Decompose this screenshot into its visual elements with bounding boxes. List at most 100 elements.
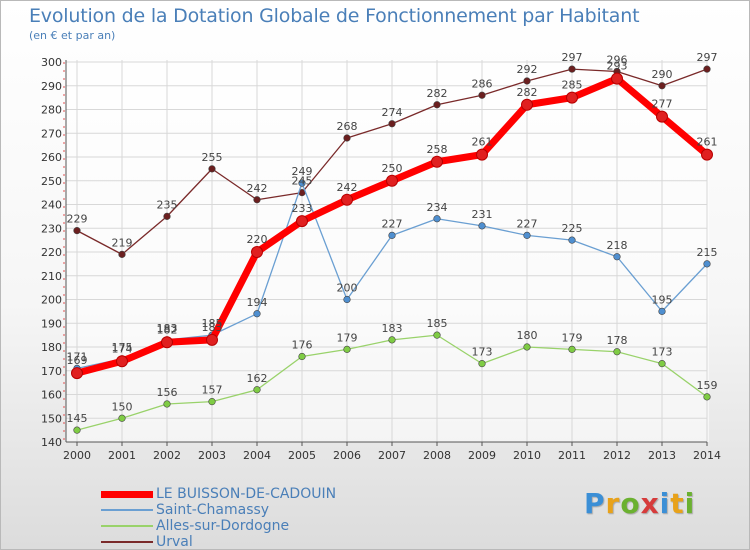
legend-label: Saint-Chamassy [156,502,270,518]
data-point [658,307,666,315]
axes: 140 150 160 170 180 190 200 210 220 230 240 250 260 2… [41,56,721,462]
data-label: 290 [652,68,673,81]
data-label: 282 [427,87,448,100]
data-label: 277 [652,98,673,111]
x-tick-label: 2009 [468,449,496,462]
data-label: 234 [427,201,448,214]
data-label: 185 [427,317,448,330]
data-label: 282 [517,86,538,99]
data-point [703,393,711,401]
legend-swatch [101,525,153,527]
data-label: 297 [562,51,583,64]
legend-label: LE BUISSON-DE-CADOUIN [156,486,337,502]
data-label: 145 [67,412,88,425]
x-tick-label: 2011 [558,449,586,462]
data-point [701,148,713,161]
legend-label: Urval [156,534,193,550]
data-point [433,215,441,223]
data-point [523,231,531,239]
data-point [478,360,486,368]
x-tick-label: 2012 [603,449,631,462]
data-label: 258 [427,143,448,156]
data-label: 229 [67,213,88,226]
y-tick-label: 260 [41,151,62,164]
data-label: 250 [382,162,403,175]
data-point [568,345,576,353]
data-label: 261 [697,136,718,149]
y-tick-label: 180 [41,341,62,354]
data-point [343,345,351,353]
data-point [613,348,621,356]
data-label: 293 [607,60,628,73]
chart-subtitle: (en € et par an) [29,29,116,42]
data-label: 227 [517,217,538,230]
data-point [253,310,261,318]
data-point [73,227,81,235]
data-point [386,174,398,187]
y-tick-label: 170 [41,365,62,378]
data-label: 286 [472,77,493,90]
y-tick-label: 200 [41,294,62,307]
data-label: 178 [607,334,628,347]
data-label: 185 [202,317,223,330]
chart-title: Evolution de la Dotation Globale de Fonc… [29,5,640,27]
data-point [433,331,441,339]
data-label: 292 [517,63,538,76]
data-point [566,91,578,104]
logo-letter: t [670,487,685,520]
data-point [523,343,531,351]
data-point [116,355,128,368]
data-label: 268 [337,120,358,133]
x-tick-label: 2013 [648,449,676,462]
x-tick-label: 2005 [288,449,316,462]
data-point [206,333,218,346]
data-point [388,336,396,344]
data-label: 255 [202,151,223,164]
data-label: 173 [472,346,493,359]
data-point [298,179,306,187]
data-point [658,360,666,368]
legend-swatch [101,491,153,498]
x-tick-label: 2008 [423,449,451,462]
data-label: 157 [202,384,223,397]
data-label: 285 [562,79,583,92]
logo-letter: o [620,487,641,520]
series-lines [71,65,713,434]
data-point [163,400,171,408]
data-point [433,101,441,109]
data-label: 173 [652,346,673,359]
data-label: 218 [607,239,628,252]
y-tick-label: 140 [41,436,62,449]
data-point [208,165,216,173]
data-point [118,414,126,422]
data-label: 169 [67,354,88,367]
data-label: 242 [337,181,358,194]
data-label: 274 [382,106,403,119]
x-tick-label: 2003 [198,449,226,462]
data-point [523,77,531,85]
data-point [118,250,126,258]
data-label: 245 [292,175,313,188]
data-label: 227 [382,217,403,230]
y-tick-label: 190 [41,317,62,330]
data-label: 183 [157,322,178,335]
data-point [73,426,81,434]
data-point [476,148,488,161]
y-tick-label: 300 [41,56,62,69]
y-tick-label: 290 [41,80,62,93]
x-tick-label: 2000 [63,449,91,462]
data-label: 171 [67,350,88,363]
data-point [658,82,666,90]
data-label: 195 [652,293,673,306]
data-point [478,91,486,99]
legend-label: Alles-sur-Dordogne [156,518,290,534]
x-tick-label: 2001 [108,449,136,462]
data-point [71,367,83,380]
y-tick-label: 240 [41,199,62,212]
data-label: 175 [112,341,133,354]
y-tick-label: 270 [41,127,62,140]
data-label: 194 [247,296,268,309]
data-point [343,134,351,142]
